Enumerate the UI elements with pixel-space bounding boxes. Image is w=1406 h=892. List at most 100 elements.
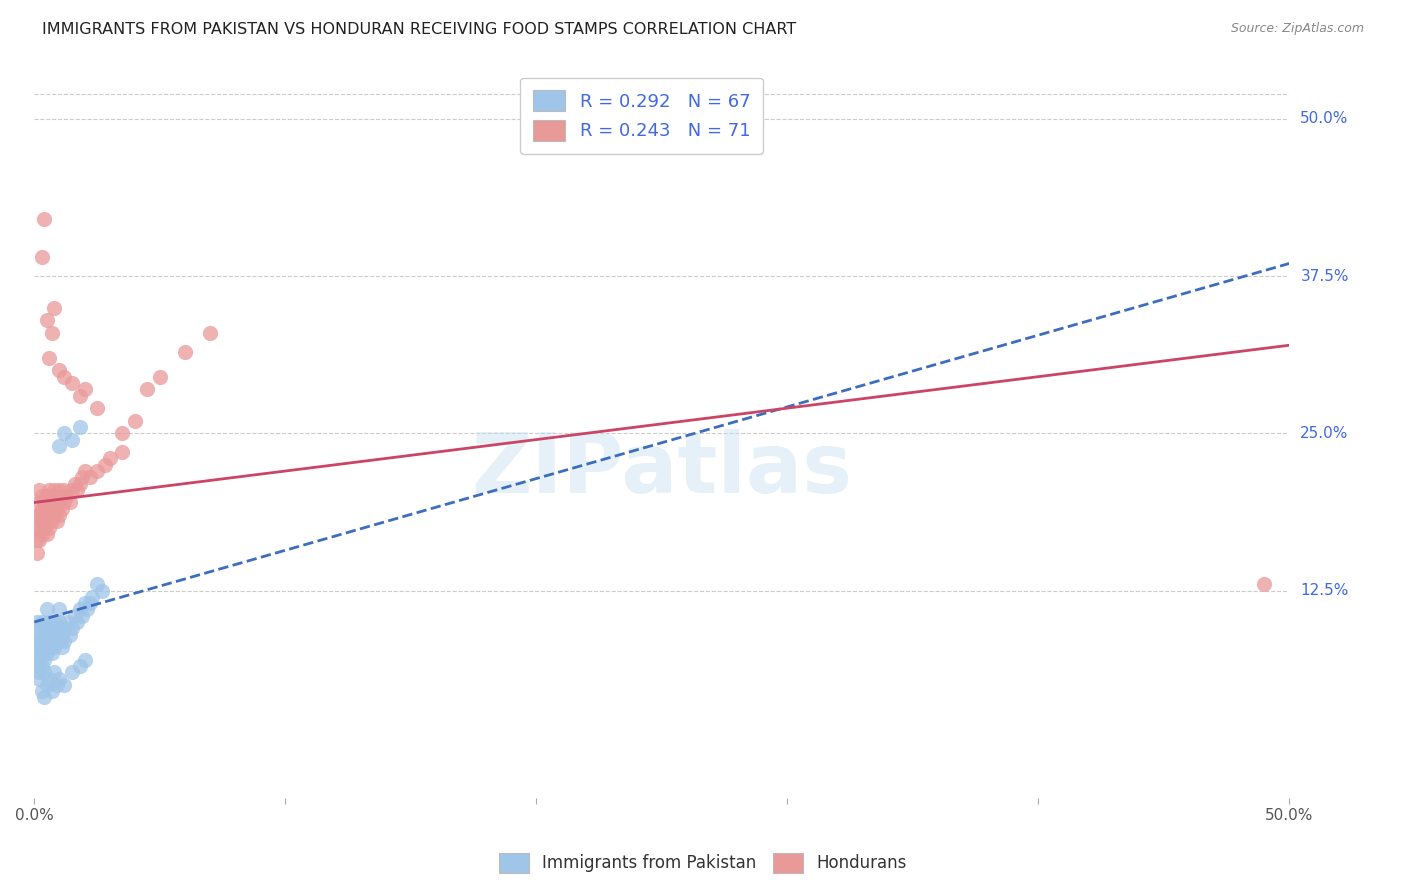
Point — [48, 508, 70, 522]
Point — [28, 483, 51, 497]
Text: 50.0%: 50.0% — [1301, 112, 1348, 127]
Point — [198, 326, 221, 340]
Point — [76, 602, 98, 616]
Point — [69, 388, 91, 402]
Point — [28, 508, 51, 522]
Point — [35, 527, 58, 541]
Point — [51, 489, 73, 503]
Point — [31, 684, 53, 698]
Point — [73, 464, 96, 478]
Point — [53, 633, 76, 648]
Point — [34, 212, 56, 227]
Point — [46, 678, 69, 692]
Point — [25, 633, 48, 648]
Point — [38, 483, 60, 497]
Point — [69, 602, 91, 616]
Point — [58, 627, 80, 641]
Point — [69, 420, 91, 434]
Point — [38, 495, 60, 509]
Point — [41, 326, 63, 340]
Point — [56, 615, 79, 629]
Point — [111, 426, 134, 441]
Text: 25.0%: 25.0% — [1301, 425, 1348, 441]
Point — [41, 633, 63, 648]
Point — [25, 533, 48, 548]
Point — [53, 483, 76, 497]
Point — [41, 647, 63, 661]
Point — [51, 640, 73, 654]
Point — [48, 672, 70, 686]
Point — [31, 250, 53, 264]
Point — [66, 615, 89, 629]
Point — [31, 489, 53, 503]
Point — [91, 583, 114, 598]
Legend: Immigrants from Pakistan, Hondurans: Immigrants from Pakistan, Hondurans — [492, 847, 914, 880]
Point — [48, 633, 70, 648]
Point — [79, 596, 101, 610]
Point — [31, 615, 53, 629]
Point — [53, 426, 76, 441]
Point — [31, 659, 53, 673]
Point — [31, 527, 53, 541]
Point — [28, 640, 51, 654]
Point — [44, 495, 66, 509]
Point — [38, 508, 60, 522]
Point — [111, 445, 134, 459]
Point — [56, 489, 79, 503]
Point — [98, 451, 121, 466]
Point — [31, 514, 53, 528]
Point — [86, 577, 108, 591]
Point — [34, 627, 56, 641]
Text: ZIPatlas: ZIPatlas — [471, 429, 852, 510]
Text: Source: ZipAtlas.com: Source: ZipAtlas.com — [1230, 22, 1364, 36]
Point — [46, 621, 69, 635]
Point — [41, 489, 63, 503]
Point — [38, 672, 60, 686]
Point — [60, 483, 83, 497]
Point — [149, 369, 172, 384]
Point — [28, 621, 51, 635]
Point — [31, 647, 53, 661]
Point — [46, 514, 69, 528]
Point — [35, 602, 58, 616]
Point — [136, 382, 159, 396]
Point — [48, 439, 70, 453]
Point — [53, 678, 76, 692]
Point — [41, 684, 63, 698]
Point — [73, 653, 96, 667]
Point — [25, 521, 48, 535]
Point — [53, 369, 76, 384]
Point — [34, 690, 56, 705]
Point — [44, 627, 66, 641]
Point — [82, 590, 104, 604]
Point — [38, 627, 60, 641]
Point — [34, 640, 56, 654]
Point — [60, 621, 83, 635]
Point — [34, 665, 56, 680]
Point — [48, 495, 70, 509]
Point — [60, 376, 83, 390]
Point — [35, 678, 58, 692]
Point — [44, 665, 66, 680]
Point — [69, 476, 91, 491]
Point — [34, 495, 56, 509]
Point — [35, 313, 58, 327]
Point — [41, 621, 63, 635]
Point — [31, 633, 53, 648]
Point — [69, 659, 91, 673]
Point — [48, 615, 70, 629]
Point — [174, 344, 197, 359]
Point — [31, 501, 53, 516]
Point — [28, 627, 51, 641]
Point — [44, 615, 66, 629]
Point — [44, 483, 66, 497]
Point — [93, 458, 115, 472]
Point — [41, 514, 63, 528]
Point — [44, 640, 66, 654]
Point — [1253, 577, 1275, 591]
Point — [25, 659, 48, 673]
Point — [53, 495, 76, 509]
Point — [63, 608, 86, 623]
Point — [63, 476, 86, 491]
Point — [60, 433, 83, 447]
